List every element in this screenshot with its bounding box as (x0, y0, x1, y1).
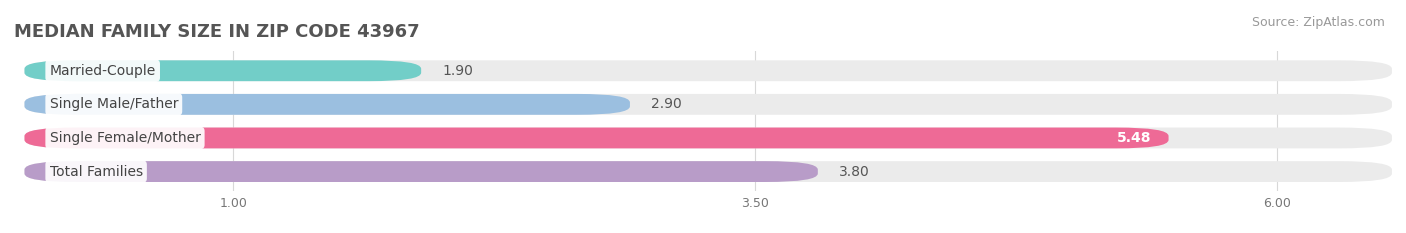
FancyBboxPatch shape (24, 127, 1392, 148)
FancyBboxPatch shape (24, 94, 630, 115)
Text: Single Male/Father: Single Male/Father (49, 97, 179, 111)
FancyBboxPatch shape (24, 161, 818, 182)
FancyBboxPatch shape (24, 161, 1392, 182)
Text: Total Families: Total Families (49, 164, 142, 178)
FancyBboxPatch shape (24, 127, 1168, 148)
Text: 5.48: 5.48 (1118, 131, 1152, 145)
Text: 3.80: 3.80 (839, 164, 869, 178)
Text: Source: ZipAtlas.com: Source: ZipAtlas.com (1251, 16, 1385, 29)
FancyBboxPatch shape (24, 60, 1392, 81)
Text: Married-Couple: Married-Couple (49, 64, 156, 78)
FancyBboxPatch shape (24, 94, 1392, 115)
Text: 2.90: 2.90 (651, 97, 682, 111)
Text: 1.90: 1.90 (441, 64, 472, 78)
FancyBboxPatch shape (24, 60, 422, 81)
Text: MEDIAN FAMILY SIZE IN ZIP CODE 43967: MEDIAN FAMILY SIZE IN ZIP CODE 43967 (14, 24, 419, 41)
Text: Single Female/Mother: Single Female/Mother (49, 131, 201, 145)
